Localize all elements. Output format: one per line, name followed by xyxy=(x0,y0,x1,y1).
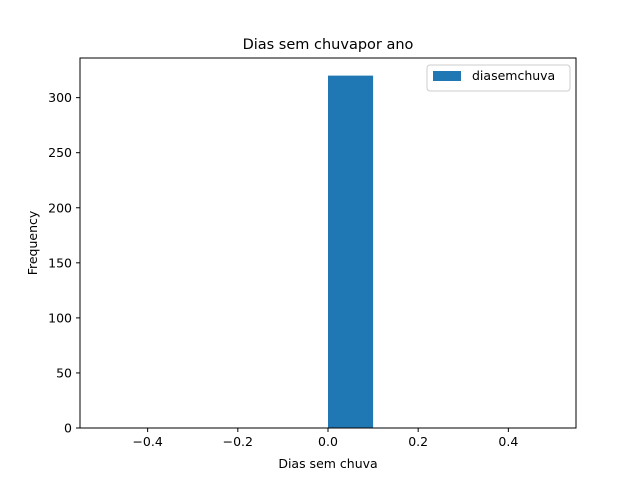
y-tick-label: 150 xyxy=(48,255,72,270)
y-tick-label: 300 xyxy=(48,90,72,105)
y-tick-label: 200 xyxy=(48,200,72,215)
legend-box xyxy=(426,64,571,92)
y-tick-label: 50 xyxy=(56,365,72,380)
y-tick-label: 100 xyxy=(48,310,72,325)
x-axis-ticks: −0.4 −0.2 0.0 0.2 0.4 xyxy=(132,428,518,449)
legend: diasemchuva xyxy=(426,64,571,92)
legend-swatch xyxy=(433,71,461,81)
bars-layer xyxy=(328,75,374,428)
y-tick-label: 0 xyxy=(64,421,72,436)
y-axis-ticks: 0 50 100 150 200 250 300 xyxy=(48,90,80,436)
histogram-bar xyxy=(328,75,374,428)
y-axis-label: Frequency xyxy=(25,210,40,275)
x-axis-label: Dias sem chuva xyxy=(278,456,377,471)
legend-label: diasemchuva xyxy=(472,68,555,83)
x-tick-label: 0.4 xyxy=(498,434,518,449)
x-tick-label: −0.4 xyxy=(132,434,162,449)
x-tick-label: 0.2 xyxy=(408,434,428,449)
x-tick-label: 0.0 xyxy=(318,434,338,449)
x-tick-label: −0.2 xyxy=(223,434,253,449)
chart-title: Dias sem chuvapor ano xyxy=(243,37,414,53)
y-tick-label: 250 xyxy=(48,145,72,160)
